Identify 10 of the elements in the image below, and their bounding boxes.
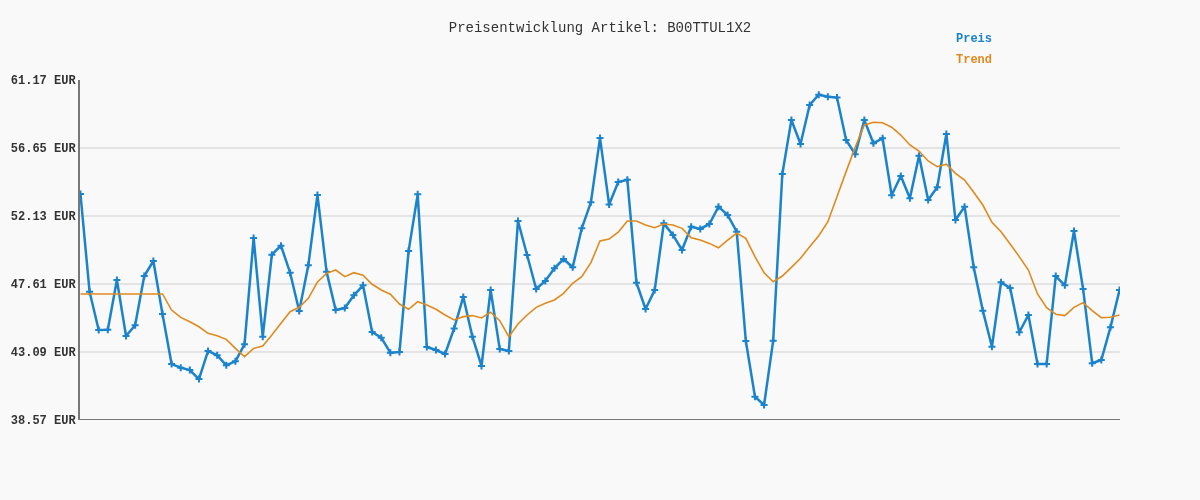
chart-title: Preisentwicklung Artikel: B00TTUL1X2: [448, 20, 752, 37]
text: Preis: [956, 32, 993, 46]
y-tick-label: 38.57 EUR: [10, 414, 77, 429]
text: Trend: [956, 53, 993, 67]
line-series: [80, 121, 1120, 358]
y-tick-label: 61.17 EUR: [10, 74, 77, 89]
y-tick-label: 56.65 EUR: [10, 142, 77, 157]
y-tick-label: 52.13 EUR: [10, 210, 77, 225]
y-tick-label: 43.09 EUR: [10, 346, 77, 361]
y-tick-label: 47.61 EUR: [10, 278, 77, 293]
